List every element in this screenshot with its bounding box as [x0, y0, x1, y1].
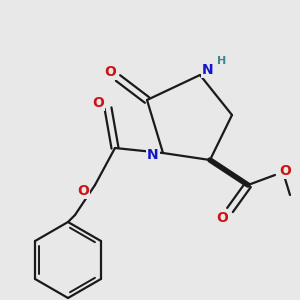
Text: N: N [202, 63, 214, 77]
Text: O: O [92, 96, 104, 110]
Text: N: N [147, 148, 159, 162]
Text: O: O [216, 211, 228, 225]
Text: O: O [104, 65, 116, 79]
Text: O: O [279, 164, 291, 178]
Text: H: H [218, 56, 226, 66]
Text: O: O [77, 184, 89, 198]
